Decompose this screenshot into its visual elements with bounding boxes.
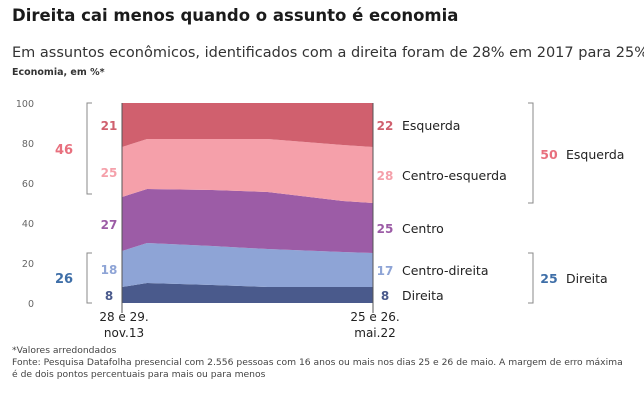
area-centro-direita (122, 243, 373, 287)
left-group-value-bottom: 26 (55, 272, 73, 287)
end-label-bg (375, 166, 397, 184)
start-value-centro-direita: 18 (101, 263, 118, 277)
start-label-bg (98, 163, 120, 181)
start-value-centro: 27 (101, 218, 118, 232)
right-group-label-top: Esquerda (566, 147, 624, 162)
end-value-centro-esquerda: 28 (377, 169, 394, 183)
series-name-esquerda: Esquerda (402, 118, 460, 133)
y-tick-label: 40 (22, 219, 34, 230)
series-name-direita: Direita (402, 288, 444, 303)
start-value-esquerda: 21 (101, 119, 118, 133)
area-centro-esquerda (122, 139, 373, 203)
end-label-bg (375, 116, 397, 134)
end-label-bg (375, 286, 397, 304)
start-value-direita: 8 (105, 289, 113, 303)
left-bracket-top (86, 102, 92, 195)
right-group-value-bottom: 25 (540, 271, 557, 286)
chart-subtitle: Em assuntos econômicos, identificados co… (12, 45, 644, 61)
area-direita (122, 283, 373, 303)
end-value-direita: 8 (381, 289, 389, 303)
y-tick-label: 100 (16, 99, 34, 110)
x-label-start-line2: nov.13 (104, 326, 144, 340)
x-label-start-line1: 28 e 29. (99, 310, 148, 324)
right-bracket-top (528, 102, 534, 204)
right-bracket-bottom (528, 252, 534, 304)
footnote: *Valores arredondados (12, 345, 117, 356)
start-label-bg (98, 116, 120, 134)
start-label-bg (98, 215, 120, 233)
y-tick-label: 0 (28, 299, 34, 310)
source-line-2: é de dois pontos percentuais para mais o… (12, 369, 266, 380)
left-group-value-top: 46 (55, 143, 73, 158)
area-centro (122, 189, 373, 253)
right-group-value-top: 50 (540, 147, 558, 162)
end-value-centro-direita: 17 (377, 264, 394, 278)
y-tick-label: 20 (22, 259, 34, 270)
series-name-centro-direita: Centro-direita (402, 263, 489, 278)
left-bracket-bottom (86, 252, 92, 304)
end-value-esquerda: 22 (377, 119, 394, 133)
unit-label: Economia, em %* (12, 67, 105, 78)
end-label-bg (375, 219, 397, 237)
start-label-bg (98, 286, 120, 304)
series-name-centro-esquerda: Centro-esquerda (402, 168, 507, 183)
source-line-1: Fonte: Pesquisa Datafolha presencial com… (12, 357, 623, 368)
end-label-bg (375, 261, 397, 279)
start-value-centro-esquerda: 25 (101, 166, 118, 180)
chart-title: Direita cai menos quando o assunto é eco… (12, 6, 459, 25)
end-value-centro: 25 (377, 222, 394, 236)
y-tick-label: 60 (22, 179, 34, 190)
y-tick-label: 80 (22, 139, 34, 150)
area-esquerda (122, 103, 373, 147)
right-group-label-bottom: Direita (566, 271, 608, 286)
x-label-end-line2: mai.22 (354, 326, 395, 340)
start-label-bg (98, 260, 120, 278)
x-label-end-line1: 25 e 26. (350, 310, 399, 324)
series-name-centro: Centro (402, 221, 444, 236)
